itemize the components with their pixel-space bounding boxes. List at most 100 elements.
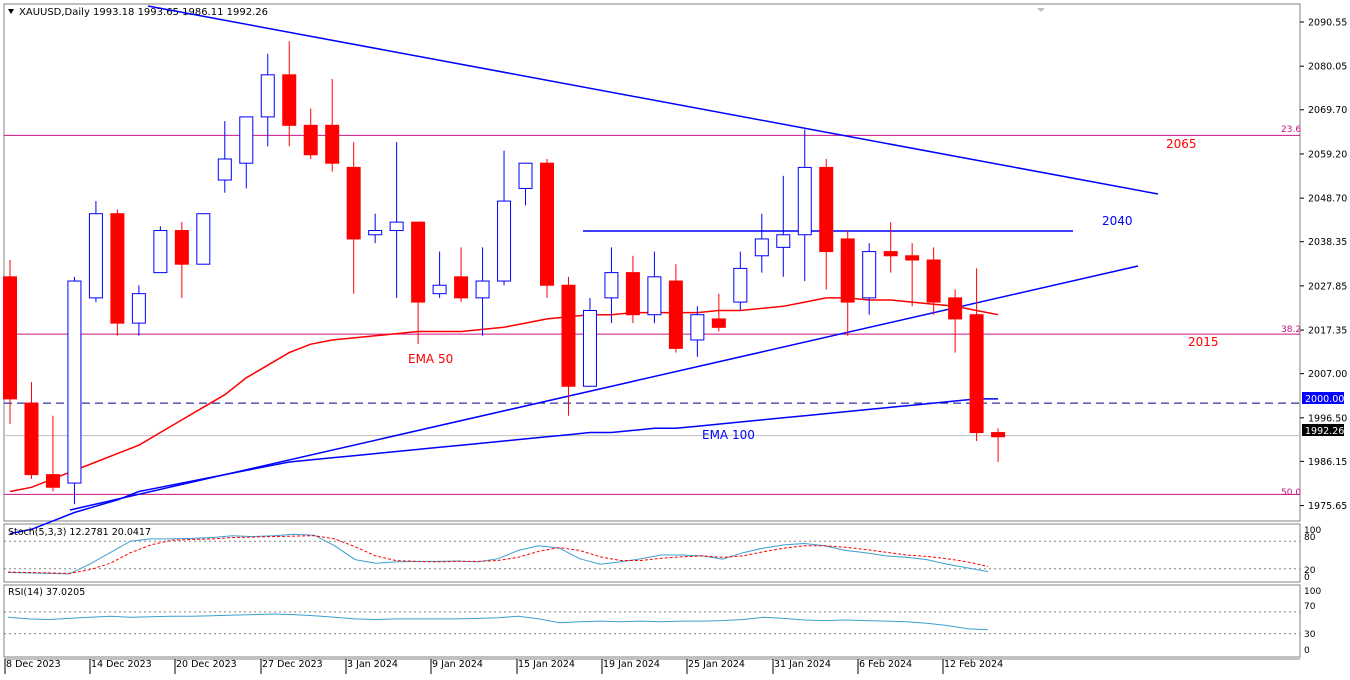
candle[interactable] xyxy=(883,222,898,273)
candle-body-bear xyxy=(454,276,469,299)
price-tick-label: 2027.85 xyxy=(1308,281,1347,292)
time-tick-label: 19 Jan 2024 xyxy=(603,659,660,670)
candle[interactable] xyxy=(797,129,812,282)
candle-body-bull xyxy=(196,213,211,265)
candle[interactable] xyxy=(217,121,232,193)
candle[interactable] xyxy=(174,222,189,298)
candle[interactable] xyxy=(368,213,383,244)
candle[interactable] xyxy=(540,158,554,298)
label-2040: 2040 xyxy=(1102,214,1133,228)
price-axis[interactable]: 2090.55 2080.05 2069.70 2059.20 2048.70 2038.… xyxy=(1300,18,1347,513)
ema100-line[interactable] xyxy=(9,398,999,535)
stoch-level-0: 0 xyxy=(1304,573,1310,583)
candle[interactable] xyxy=(582,297,597,387)
candle-body-bear xyxy=(540,162,554,286)
candle-body-bear xyxy=(346,166,361,240)
candle[interactable] xyxy=(67,276,82,505)
candle[interactable] xyxy=(45,415,60,492)
time-axis[interactable]: 8 Dec 2023 14 Dec 2023 20 Dec 2023 27 Dec 2… xyxy=(4,659,1003,674)
time-tick-label: 6 Feb 2024 xyxy=(859,659,912,670)
symbol-info: XAUUSD,Daily 1993.18 1993.65 1986.11 199… xyxy=(19,7,268,18)
candle[interactable] xyxy=(840,230,855,336)
level-price-label: 2000.00 xyxy=(1305,394,1344,405)
candle[interactable] xyxy=(325,79,340,172)
ema-lines xyxy=(9,297,999,535)
candle[interactable] xyxy=(647,251,662,324)
rsi-line-path[interactable] xyxy=(7,613,989,631)
rsi-level-70: 70 xyxy=(1304,602,1316,612)
candle[interactable] xyxy=(3,259,17,425)
stoch-pane[interactable] xyxy=(3,523,1301,583)
candle-body-bear xyxy=(24,402,39,476)
candle[interactable] xyxy=(668,264,683,353)
candle-body-bear xyxy=(926,259,941,303)
ema50-line[interactable] xyxy=(9,297,999,493)
rsi-line xyxy=(4,611,1300,635)
candle[interactable] xyxy=(776,175,791,277)
stoch-level-20: 20 xyxy=(1304,566,1316,576)
candle-body-bear xyxy=(3,276,17,400)
level-price-box xyxy=(1302,392,1344,404)
scroll-marker-icon[interactable] xyxy=(1037,8,1045,12)
dropdown-icon[interactable] xyxy=(8,9,14,14)
candle-body-bear xyxy=(948,297,963,320)
candle[interactable] xyxy=(475,247,490,336)
label-2015: 2015 xyxy=(1188,335,1219,349)
main-pane[interactable] xyxy=(3,3,1301,522)
candle-body-bull xyxy=(690,314,705,341)
candle-body-bull xyxy=(518,162,533,189)
candle-body-bull xyxy=(260,74,275,118)
candle[interactable] xyxy=(604,247,619,324)
candle[interactable] xyxy=(411,221,426,345)
candle[interactable] xyxy=(561,276,576,416)
candle-body-bull xyxy=(368,230,383,236)
descending-trendline[interactable] xyxy=(147,5,1159,195)
candle[interactable] xyxy=(303,108,318,159)
candle[interactable] xyxy=(88,201,103,303)
price-tick-label: 2059.20 xyxy=(1308,149,1347,160)
candle[interactable] xyxy=(260,53,275,147)
candle[interactable] xyxy=(196,213,211,265)
candle-body-bull xyxy=(604,272,619,299)
candle[interactable] xyxy=(625,255,640,324)
candle[interactable] xyxy=(518,162,533,206)
candle[interactable] xyxy=(497,150,512,286)
candle[interactable] xyxy=(733,251,748,311)
candle[interactable] xyxy=(346,142,361,294)
stoch-d-line[interactable] xyxy=(7,535,989,574)
candle-body-bear xyxy=(325,124,340,164)
candle[interactable] xyxy=(454,247,469,303)
candle[interactable] xyxy=(389,142,404,298)
candle[interactable] xyxy=(690,306,705,357)
price-tick-label: 2007.00 xyxy=(1308,369,1347,380)
candle-body-bear xyxy=(625,272,640,316)
candle-body-bull xyxy=(131,293,146,324)
candle-body-bear xyxy=(819,166,834,253)
fib-23-label: 23.6 xyxy=(1281,125,1301,135)
time-tick-label: 31 Jan 2024 xyxy=(774,659,831,670)
candle-body-bear xyxy=(711,318,726,328)
candle[interactable] xyxy=(282,41,297,147)
candle[interactable] xyxy=(862,243,877,315)
candle[interactable] xyxy=(239,116,254,189)
candle[interactable] xyxy=(432,251,447,298)
candle[interactable] xyxy=(24,382,39,479)
candle-body-bull xyxy=(497,200,512,282)
candle[interactable] xyxy=(131,285,146,336)
candle[interactable] xyxy=(905,243,920,307)
candle[interactable] xyxy=(948,289,963,353)
candle[interactable] xyxy=(754,213,769,273)
candle[interactable] xyxy=(926,247,941,315)
time-tick-label: 25 Jan 2024 xyxy=(688,659,745,670)
candle-body-bull xyxy=(239,116,254,164)
candle[interactable] xyxy=(969,268,984,441)
candle-body-bull xyxy=(797,166,812,236)
candle[interactable] xyxy=(153,226,168,274)
candle[interactable] xyxy=(110,209,125,336)
candle[interactable] xyxy=(711,293,726,332)
candle[interactable] xyxy=(819,158,834,290)
candle-body-bull xyxy=(776,234,791,248)
candle[interactable] xyxy=(991,428,1006,463)
